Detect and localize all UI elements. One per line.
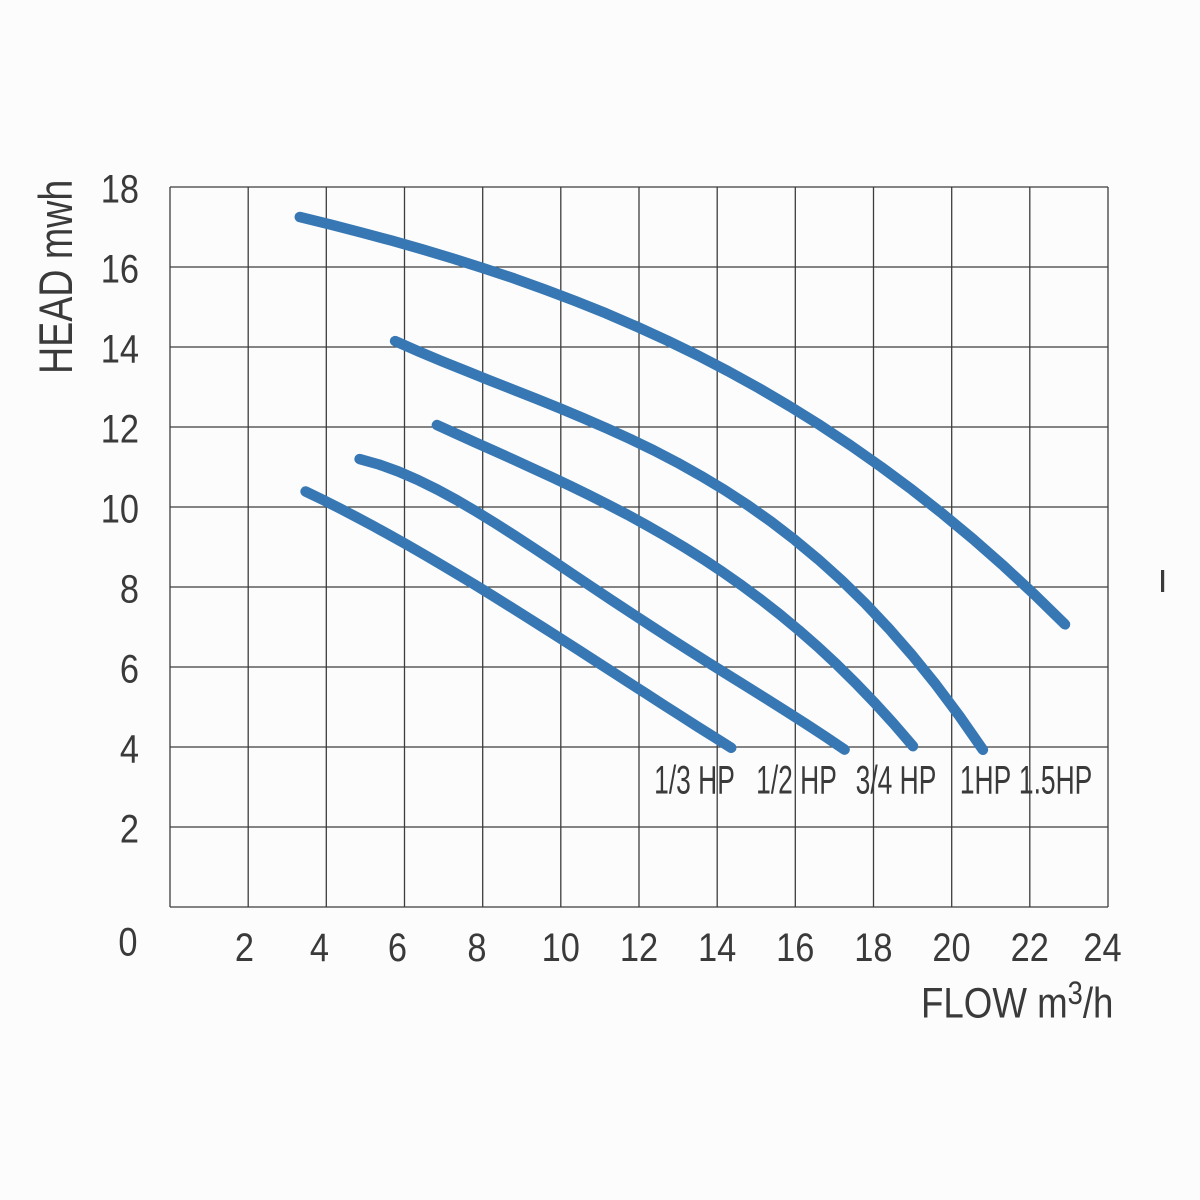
svg-text:8: 8 [120, 566, 139, 611]
svg-text:24: 24 [1083, 925, 1121, 970]
svg-text:6: 6 [388, 925, 407, 970]
svg-text:22: 22 [1011, 925, 1049, 970]
svg-text:12: 12 [620, 925, 658, 970]
svg-text:3/4 HP: 3/4 HP [856, 758, 937, 803]
svg-text:12: 12 [101, 406, 139, 451]
svg-text:1.5HP: 1.5HP [1019, 758, 1092, 803]
svg-text:1/3 HP: 1/3 HP [654, 758, 735, 803]
svg-text:10: 10 [101, 486, 139, 531]
svg-text:2: 2 [120, 806, 139, 851]
svg-text:14: 14 [101, 326, 139, 371]
svg-text:18: 18 [854, 925, 892, 970]
svg-text:1HP: 1HP [960, 758, 1011, 803]
svg-text:18: 18 [101, 166, 139, 211]
svg-text:8: 8 [467, 925, 486, 970]
svg-text:0: 0 [118, 919, 137, 964]
svg-text:1/2 HP: 1/2 HP [756, 758, 837, 803]
svg-text:16: 16 [101, 246, 139, 291]
svg-text:4: 4 [310, 925, 329, 970]
svg-text:16: 16 [776, 925, 814, 970]
svg-text:FLOW m3/h: FLOW m3/h [921, 976, 1113, 1027]
svg-text:4: 4 [120, 726, 139, 771]
svg-text:HEAD mwh: HEAD mwh [30, 180, 83, 374]
svg-text:10: 10 [542, 925, 580, 970]
svg-text:20: 20 [932, 925, 970, 970]
svg-text:14: 14 [698, 925, 736, 970]
svg-text:6: 6 [120, 646, 139, 691]
svg-text:2: 2 [235, 925, 254, 970]
